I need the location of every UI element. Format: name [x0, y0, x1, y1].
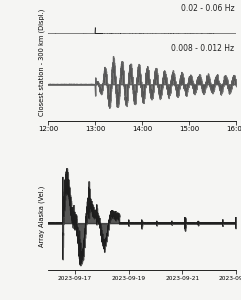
Text: 0.02 - 0.06 Hz: 0.02 - 0.06 Hz	[181, 4, 234, 13]
Y-axis label: Closest station - 300 km (Displ.): Closest station - 300 km (Displ.)	[39, 8, 45, 115]
Y-axis label: Array Alaska (Vel.): Array Alaska (Vel.)	[39, 186, 45, 248]
Text: 0.008 - 0.012 Hz: 0.008 - 0.012 Hz	[171, 44, 234, 53]
